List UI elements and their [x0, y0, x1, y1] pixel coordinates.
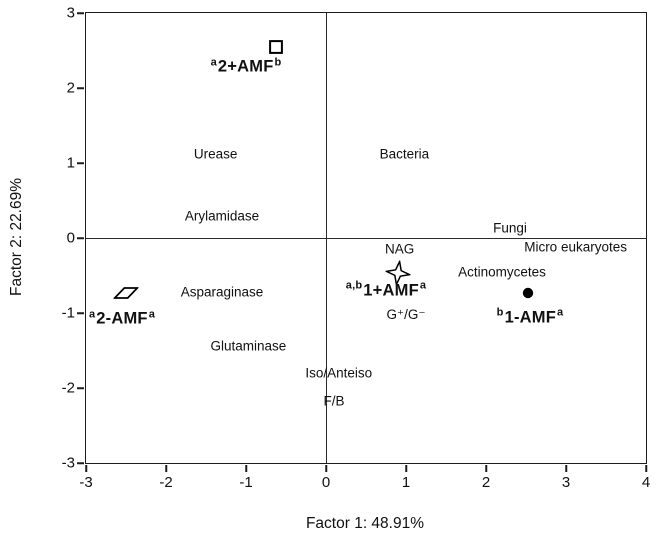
treatment-1-minus-amf-label-text: 1-AMF [504, 308, 557, 326]
y-tick-mark [77, 237, 84, 239]
parallelogram-icon [112, 286, 140, 299]
variable-label-bacteria: Bacteria [379, 146, 430, 162]
filled-circle-icon [522, 287, 533, 298]
treatment-1-plus-amf-marker [384, 258, 412, 287]
y-tick-label: 2 [66, 79, 75, 97]
variable-label-fb-ratio: F/B [323, 393, 345, 409]
treatment-1-plus-amf-label: a,b1+AMFa [345, 279, 427, 300]
variable-label-asparaginase: Asparaginase [180, 284, 264, 300]
variable-label-gram-ratio: G⁺/G⁻ [386, 306, 426, 322]
treatment-1-minus-amf-marker [522, 287, 534, 299]
treatment-2-plus-amf-label-text: 2+AMF [217, 57, 274, 76]
x-tick-label: -3 [79, 474, 93, 491]
open-square-icon [269, 39, 284, 54]
x-tick-label: -2 [159, 474, 173, 491]
y-tick-mark [77, 312, 84, 314]
variable-label-glutaminase: Glutaminase [210, 338, 287, 354]
x-tick-label: 1 [401, 474, 411, 491]
x-tick-mark [165, 465, 167, 472]
x-axis-title: Factor 1: 48.91% [305, 515, 425, 532]
treatment-1-plus-amf-label-text: 1+AMF [363, 281, 419, 299]
variable-label-iso-anteiso: Iso/Anteiso [305, 365, 373, 381]
x-tick-mark [645, 465, 647, 472]
x-tick-label: 0 [321, 474, 331, 491]
x-tick-label: -1 [239, 474, 253, 491]
y-tick-mark [77, 87, 84, 89]
y-tick-label: 0 [66, 229, 75, 247]
variable-label-micro-eukaryotes: Micro eukaryotes [524, 239, 627, 255]
treatment-1-minus-amf-label: b1-AMFa [496, 306, 564, 327]
y-tick-mark [77, 162, 84, 164]
y-tick-label: -1 [61, 304, 75, 322]
y-zero-line [86, 237, 646, 239]
variable-label-arylamidase: Arylamidase [184, 208, 260, 223]
treatment-2-plus-amf-marker [269, 39, 284, 54]
treatment-2-plus-amf-label-post-superscript: b [274, 56, 282, 68]
x-tick-mark [85, 465, 87, 472]
treatment-2-plus-amf-label: a2+AMFb [210, 56, 282, 77]
treatment-1-minus-amf-label-post-superscript: a [557, 306, 564, 319]
variable-label-nag: NAG [384, 241, 415, 256]
y-tick-label: 1 [66, 154, 75, 172]
y-tick-label: 3 [66, 4, 75, 22]
treatment-1-plus-amf-label-post-superscript: a [419, 279, 427, 292]
variable-label-urease: Urease [193, 146, 238, 162]
treatment-2-minus-amf-marker [112, 286, 140, 299]
y-tick-label: -3 [61, 454, 75, 472]
x-tick-label: 2 [481, 474, 491, 491]
treatment-2-minus-amf-label-text: 2-AMF [96, 309, 148, 328]
y-axis-title: Factor 2: 22.69% [8, 177, 25, 297]
plot-area: -3 -2 -1 0 1 2 3 4 -3 -2 -1 0 1 2 3 Urease Arylamidase As… [62, 5, 651, 492]
open-star-icon [384, 258, 412, 287]
treatment-1-minus-amf-label-pre-superscript: b [496, 306, 504, 319]
y-tick-mark [77, 462, 84, 464]
treatment-2-minus-amf-label-post-superscript: a [148, 308, 156, 320]
variable-label-fungi: Fungi [493, 220, 527, 236]
x-tick-label: 3 [561, 474, 571, 491]
x-tick-mark [245, 465, 247, 472]
variable-label-actinomycetes: Actinomycetes [458, 264, 546, 280]
y-tick-label: -2 [61, 379, 75, 397]
x-tick-mark [485, 465, 487, 472]
y-tick-mark [77, 387, 84, 389]
x-tick-mark [405, 465, 407, 472]
y-tick-mark [77, 12, 84, 14]
treatment-1-plus-amf-label-pre-superscript: a,b [345, 279, 363, 292]
x-tick-mark [565, 465, 567, 472]
treatment-2-plus-amf-label-pre-superscript: a [210, 56, 217, 68]
treatment-2-minus-amf-label: a2-AMFa [88, 308, 156, 329]
x-tick-mark [325, 465, 327, 472]
x-tick-label: 4 [641, 474, 651, 491]
treatment-2-minus-amf-label-pre-superscript: a [88, 308, 96, 320]
